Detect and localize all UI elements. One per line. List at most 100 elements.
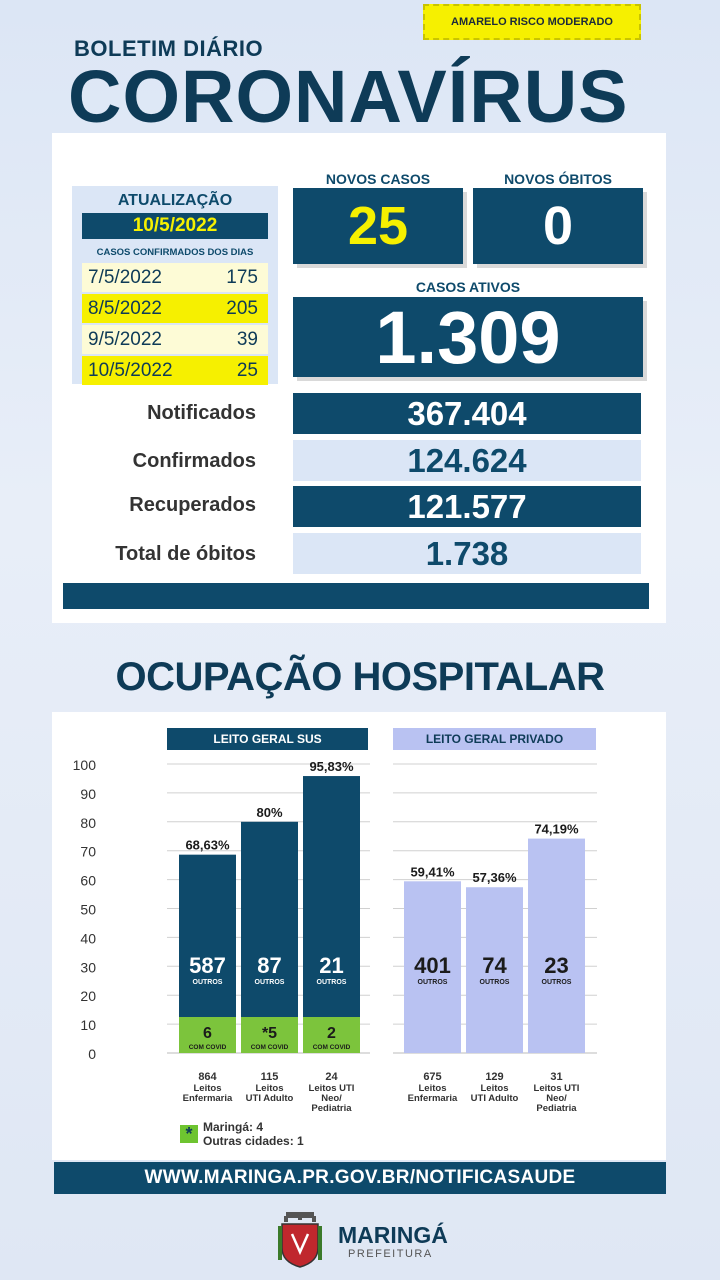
category-label: UTI Adulto: [246, 1093, 294, 1104]
bar-covid-segment: [241, 1017, 298, 1053]
stat-label-confirmed: Confirmados: [132, 450, 256, 472]
stat-label-deaths: Total de óbitos: [115, 543, 256, 565]
new-cases-label: NOVOS CASOS: [325, 171, 431, 187]
update-date: 10/5/2022: [82, 213, 268, 239]
day-value: 175: [226, 266, 258, 288]
day-value: 25: [236, 359, 258, 381]
y-tick-label: 40: [80, 930, 96, 946]
day-row: 9/5/2022 39: [82, 325, 268, 354]
y-tick-label: 90: [80, 786, 96, 802]
category-label: Leitos UTI: [534, 1083, 580, 1094]
bar-others-caption-label: OUTROS: [193, 979, 223, 986]
bar-others-count-label: 587: [189, 953, 226, 978]
category-label: Leitos: [256, 1083, 284, 1094]
legend-line-other-cities: Outras cidades: 1: [203, 1134, 304, 1148]
bar-others-caption-label: OUTROS: [317, 979, 347, 986]
day-date: 7/5/2022: [88, 266, 162, 288]
occupancy-title: OCUPAÇÃO HOSPITALAR: [115, 655, 605, 699]
day-date: 8/5/2022: [88, 297, 162, 319]
y-tick-label: 60: [80, 873, 96, 889]
bed-count-label: 115: [261, 1071, 279, 1083]
day-value: 205: [226, 297, 258, 319]
active-cases-value: 1.309: [293, 296, 643, 379]
new-deaths-label: NOVOS ÓBITOS: [504, 171, 612, 187]
stat-value-notified: 367.404: [293, 393, 641, 434]
bed-count-label: 24: [325, 1071, 338, 1083]
legend-note: Maringá: 4 Outras cidades: 1: [203, 1120, 304, 1148]
y-tick-label: 20: [80, 988, 96, 1004]
bar: [404, 881, 461, 1053]
bar: [241, 821, 298, 1053]
covid-caption-label: COM COVID: [313, 1044, 351, 1051]
logo-name: MARINGÁ: [338, 1222, 448, 1248]
category-label: Neo/: [546, 1093, 567, 1104]
covid-caption-label: COM COVID: [251, 1044, 289, 1051]
bar: [303, 776, 360, 1053]
stat-value-recovered: 121.577: [293, 486, 641, 527]
new-cases-value: 25: [293, 188, 463, 264]
chart-group-header-private: LEITO GERAL PRIVADO: [393, 728, 596, 750]
bar-others-count-label: 87: [257, 953, 281, 978]
covid-caption-label: COM COVID: [189, 1044, 227, 1051]
y-tick-label: 0: [88, 1046, 96, 1062]
stat-value-confirmed: 124.624: [293, 440, 641, 481]
page-title: CORONAVÍRUS: [68, 55, 629, 138]
day-value: 39: [236, 328, 258, 350]
category-label: Leitos: [419, 1083, 447, 1094]
category-label: Enfermaria: [408, 1093, 458, 1104]
covid-count-label: *5: [262, 1025, 277, 1042]
day-row: 10/5/2022 25: [82, 356, 268, 385]
day-row: 8/5/2022 205: [82, 294, 268, 323]
legend-line-maringa: Maringá: 4: [203, 1120, 264, 1134]
y-tick-label: 80: [80, 815, 96, 831]
bed-count-label: 129: [485, 1071, 503, 1083]
covid-count-label: 6: [203, 1025, 212, 1042]
bar-percent-label: 68,63%: [185, 838, 230, 853]
update-subtitle: CASOS CONFIRMADOS DOS DIAS: [96, 247, 254, 258]
y-tick-label: 70: [80, 844, 96, 860]
bar-covid-segment: [179, 1017, 236, 1053]
category-label: Pediatria: [536, 1103, 577, 1114]
update-title: ATUALIZAÇÃO: [117, 192, 233, 209]
chart-group-header-sus: LEITO GERAL SUS: [167, 728, 368, 750]
risk-level-badge: AMARELO RISCO MODERADO: [423, 4, 641, 40]
category-label: Pediatria: [311, 1103, 352, 1114]
bar-percent-label: 59,41%: [410, 864, 455, 879]
new-deaths-value: 0: [473, 188, 643, 264]
bar: [466, 887, 523, 1053]
bed-count-label: 31: [550, 1071, 562, 1083]
active-cases-label: CASOS ATIVOS: [415, 279, 521, 295]
bar-covid-segment: [303, 1017, 360, 1053]
logo-subtitle: PREFEITURA: [348, 1248, 433, 1260]
y-tick-label: 10: [80, 1017, 96, 1033]
bar-percent-label: 57,36%: [472, 870, 517, 885]
bar-others-caption-label: OUTROS: [542, 979, 572, 986]
category-label: Leitos UTI: [309, 1083, 355, 1094]
hospital-occupancy-chart: 0 10 20 30 40 50 60 70 80 90 100 6 COM COVID 68,63% 58…: [73, 757, 597, 1114]
category-label: Leitos: [481, 1083, 509, 1094]
category-label: Neo/: [321, 1093, 342, 1104]
bar: [528, 838, 585, 1053]
stat-label-recovered: Recuperados: [129, 494, 256, 516]
bar-percent-label: 80%: [256, 805, 282, 820]
category-label: Leitos: [194, 1083, 222, 1094]
category-label: UTI Adulto: [471, 1093, 519, 1104]
maringa-coat-of-arms-icon: [278, 1212, 322, 1268]
divider-bar: [63, 583, 649, 609]
bed-count-label: 675: [423, 1071, 441, 1083]
bulletin-subtitle: BOLETIM DIÁRIO: [74, 36, 264, 61]
bar-others-count-label: 74: [482, 953, 507, 978]
y-tick-label: 30: [80, 959, 96, 975]
bar-others-caption-label: OUTROS: [480, 979, 510, 986]
covid-count-label: 2: [327, 1025, 336, 1042]
bar-others-count-label: 401: [414, 953, 451, 978]
day-date: 9/5/2022: [88, 328, 162, 350]
bar-others-count-label: 21: [319, 953, 343, 978]
bar-others-caption-label: OUTROS: [418, 979, 448, 986]
stat-label-notified: Notificados: [147, 402, 256, 424]
y-tick-label: 50: [80, 902, 96, 918]
notification-url-link[interactable]: WWW.MARINGA.PR.GOV.BR/NOTIFICASAUDE: [54, 1162, 666, 1194]
category-label: Enfermaria: [183, 1093, 233, 1104]
bar-percent-label: 95,83%: [309, 759, 354, 774]
stat-value-deaths: 1.738: [293, 533, 641, 574]
